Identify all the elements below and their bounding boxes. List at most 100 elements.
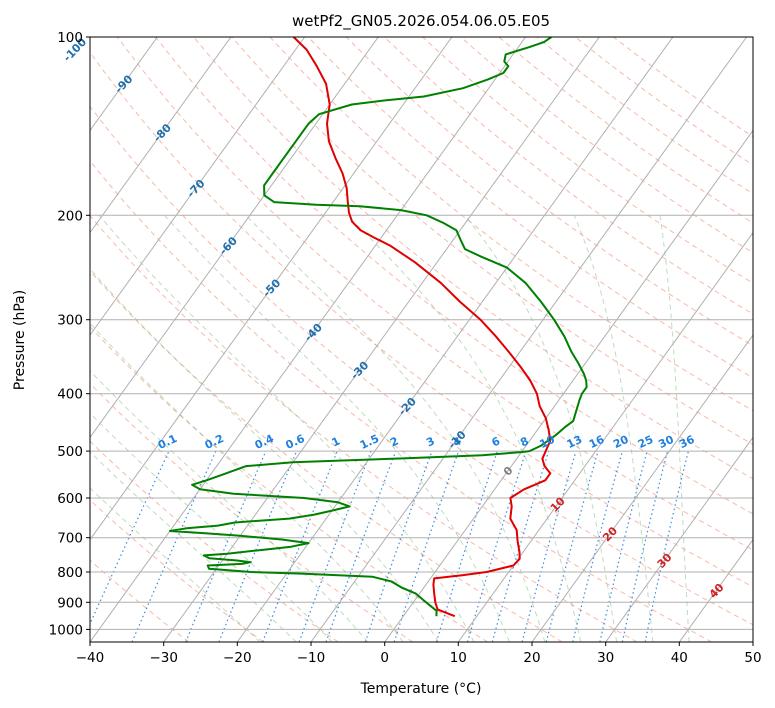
y-axis: 100 200 300 400 500 600 700 800 900 1000 [49,30,90,638]
background-lines [90,37,753,642]
dry-adiabat [90,214,638,642]
mixing-ratio-line [435,450,498,642]
isotherm-label: -10 [446,428,469,452]
y-tick-label: 600 [57,491,83,507]
x-tick-label: 30 [597,650,614,666]
isotherm-line [90,37,527,642]
isotherm-line [90,37,453,541]
mixing-ratio-label: 0.4 [253,432,276,452]
isotherm-label: -80 [151,121,174,145]
x-tick-label: 0 [380,650,389,666]
moist-adiabat [90,487,261,642]
isotherm-label: 0 [501,464,516,479]
isotherm-label: -20 [396,395,419,419]
x-axis-label: Temperature (°C) [360,681,482,697]
dry-adiabat [231,37,753,445]
mixing-ratio-line [298,450,372,642]
isotherm-line [605,436,753,642]
dewpoint-profile [168,37,588,617]
dry-adiabat [193,37,753,480]
isotherm-label: -90 [112,72,135,96]
isotherm-line [752,641,753,642]
dry-adiabat [269,37,753,412]
dry-adiabat [154,37,753,515]
isotherm-label: -50 [260,276,283,300]
mixing-ratio-line [185,450,267,642]
mixing-ratio-label: 30 [656,433,676,451]
moist-adiabat [90,412,333,642]
y-tick-label: 700 [57,531,83,547]
moist-adiabat [98,214,475,642]
dry-adiabat [498,37,753,224]
mixing-ratio-label: 1 [330,434,342,449]
y-tick-label: 900 [57,595,83,611]
mixing-ratio-label: 20 [611,433,631,451]
isotherm-line [90,37,379,439]
isotherm-line [678,538,753,642]
dry-adiabat [116,37,753,551]
profile-series [168,37,588,618]
mixing-ratio-label: 0.2 [203,432,226,452]
moist-adiabat [90,370,369,642]
x-tick-label: 50 [744,650,761,666]
isotherm-label: 30 [655,551,675,571]
x-tick-label: −10 [297,650,326,666]
moist-adiabat [245,214,546,642]
dry-adiabat [307,37,753,379]
dry-adiabat [345,37,753,347]
dry-adiabat [90,270,563,642]
mixing-ratio-label: 3 [424,434,436,449]
isotherm-line [310,37,748,642]
mixing-ratio-label: 10 [538,433,558,451]
mixing-ratio-line [262,450,338,642]
y-tick-label: 300 [57,313,83,329]
dry-adiabat [612,37,753,138]
dry-adiabat [90,326,488,642]
mixing-ratio-line [364,450,433,642]
mixing-ratio-line [90,450,170,626]
x-axis: −40 −30 −20 −10 0 10 20 30 40 50 [76,642,762,666]
moist-adiabat [464,214,618,642]
mixing-ratio-line [545,450,599,642]
moist-adiabat [90,322,404,642]
plot-frame [89,36,754,643]
dry-adiabat [383,37,753,315]
mixing-ratio-line [599,450,648,642]
pressure-grid [90,37,753,630]
y-tick-label: 800 [57,565,83,581]
temperature-profile [292,37,552,618]
mixing-ratio-line [572,450,623,642]
isotherm-line [163,37,600,642]
mixing-ratio-line [393,450,460,642]
x-tick-label: −40 [76,650,105,666]
y-tick-label: 100 [57,30,83,46]
isotherm-line [90,37,232,234]
y-axis-label: Pressure (hPa) [12,290,28,390]
moist-adiabat [347,214,582,642]
mixing-ratio-label: 1.5 [358,432,381,452]
isotherm-label: 40 [707,581,727,601]
x-tick-label: 20 [523,650,540,666]
y-tick-label: 200 [57,208,83,224]
y-tick-label: 500 [57,444,83,460]
mixing-ratio-line [521,450,577,642]
mixing-ratio-label: 36 [677,433,697,451]
mixing-ratio-label: 16 [587,433,607,451]
mixing-ratio-label: 0.1 [156,432,179,452]
mixing-ratio-line [466,450,527,642]
mixing-ratio-label: 13 [565,433,584,451]
isotherm-label: -30 [348,359,371,383]
dry-adiabat [90,382,414,642]
moist-adiabat [164,214,510,642]
isotherm-label: -40 [302,321,325,345]
dry-adiabat [460,37,753,254]
moist-adiabat [90,451,297,642]
mixing-ratio-line [644,450,689,642]
moist-adiabat [659,215,690,642]
y-tick-label: 1000 [49,622,83,638]
dry-adiabat [90,160,712,642]
mixing-ratio-line [131,450,217,642]
x-tick-label: −20 [223,650,252,666]
mixing-ratio-label: 25 [636,433,655,451]
